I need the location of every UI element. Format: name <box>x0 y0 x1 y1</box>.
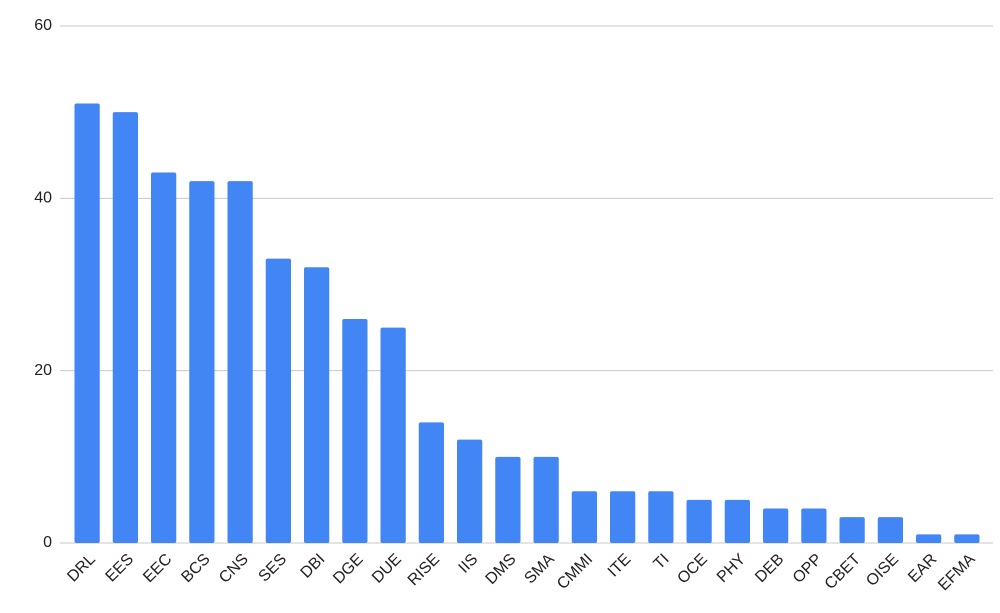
x-tick-label: OISE <box>863 551 902 590</box>
x-tick-label: DRL <box>64 551 99 586</box>
x-tick-label: TI <box>651 551 673 573</box>
x-tick-label: SES <box>256 551 291 586</box>
y-tick-label: 0 <box>43 534 52 551</box>
x-tick-label: DMS <box>483 551 520 588</box>
bar <box>151 172 177 543</box>
bar <box>304 267 330 543</box>
bar <box>801 508 827 543</box>
bar <box>342 318 368 543</box>
y-tick-label: 20 <box>34 362 52 379</box>
bar <box>763 508 789 543</box>
x-tick-label: CBET <box>822 551 864 593</box>
bar <box>112 112 138 544</box>
bar <box>648 491 674 543</box>
x-tick-label: EEC <box>140 551 175 586</box>
x-tick-label: DGE <box>330 551 367 588</box>
y-tick-label: 40 <box>34 190 52 207</box>
bar <box>724 499 750 543</box>
bar <box>571 491 597 543</box>
bar <box>839 517 865 543</box>
y-tick-label: 60 <box>34 17 52 34</box>
bar <box>189 181 215 543</box>
bar <box>227 181 253 543</box>
x-tick-label: CNS <box>216 551 252 587</box>
bar <box>916 534 942 543</box>
bar <box>495 456 521 543</box>
x-tick-label: SMA <box>521 551 558 588</box>
x-tick-label: CMMI <box>554 551 596 593</box>
x-tick-label: DEB <box>752 551 787 586</box>
bar <box>265 258 291 543</box>
x-tick-label: OPP <box>790 551 826 587</box>
bar <box>380 327 406 543</box>
x-tick-label: BCS <box>178 551 213 586</box>
bar <box>954 534 980 543</box>
bar <box>533 456 559 543</box>
x-tick-label: RISE <box>405 551 443 589</box>
x-tick-label: DBI <box>298 551 329 582</box>
x-tick-label: EFMA <box>935 551 979 595</box>
bar <box>610 491 636 543</box>
x-tick-label: EES <box>103 551 138 586</box>
x-tick-label: PHY <box>714 551 750 587</box>
bar <box>457 439 483 543</box>
bar <box>418 422 444 543</box>
bar <box>877 517 903 543</box>
bar <box>686 499 712 543</box>
x-tick-label: DUE <box>369 551 405 587</box>
bar <box>74 103 100 544</box>
x-tick-label: EAR <box>905 551 940 586</box>
x-tick-label: ITE <box>605 551 635 581</box>
x-tick-label: OCE <box>674 551 711 588</box>
x-tick-label: IIS <box>456 551 482 577</box>
